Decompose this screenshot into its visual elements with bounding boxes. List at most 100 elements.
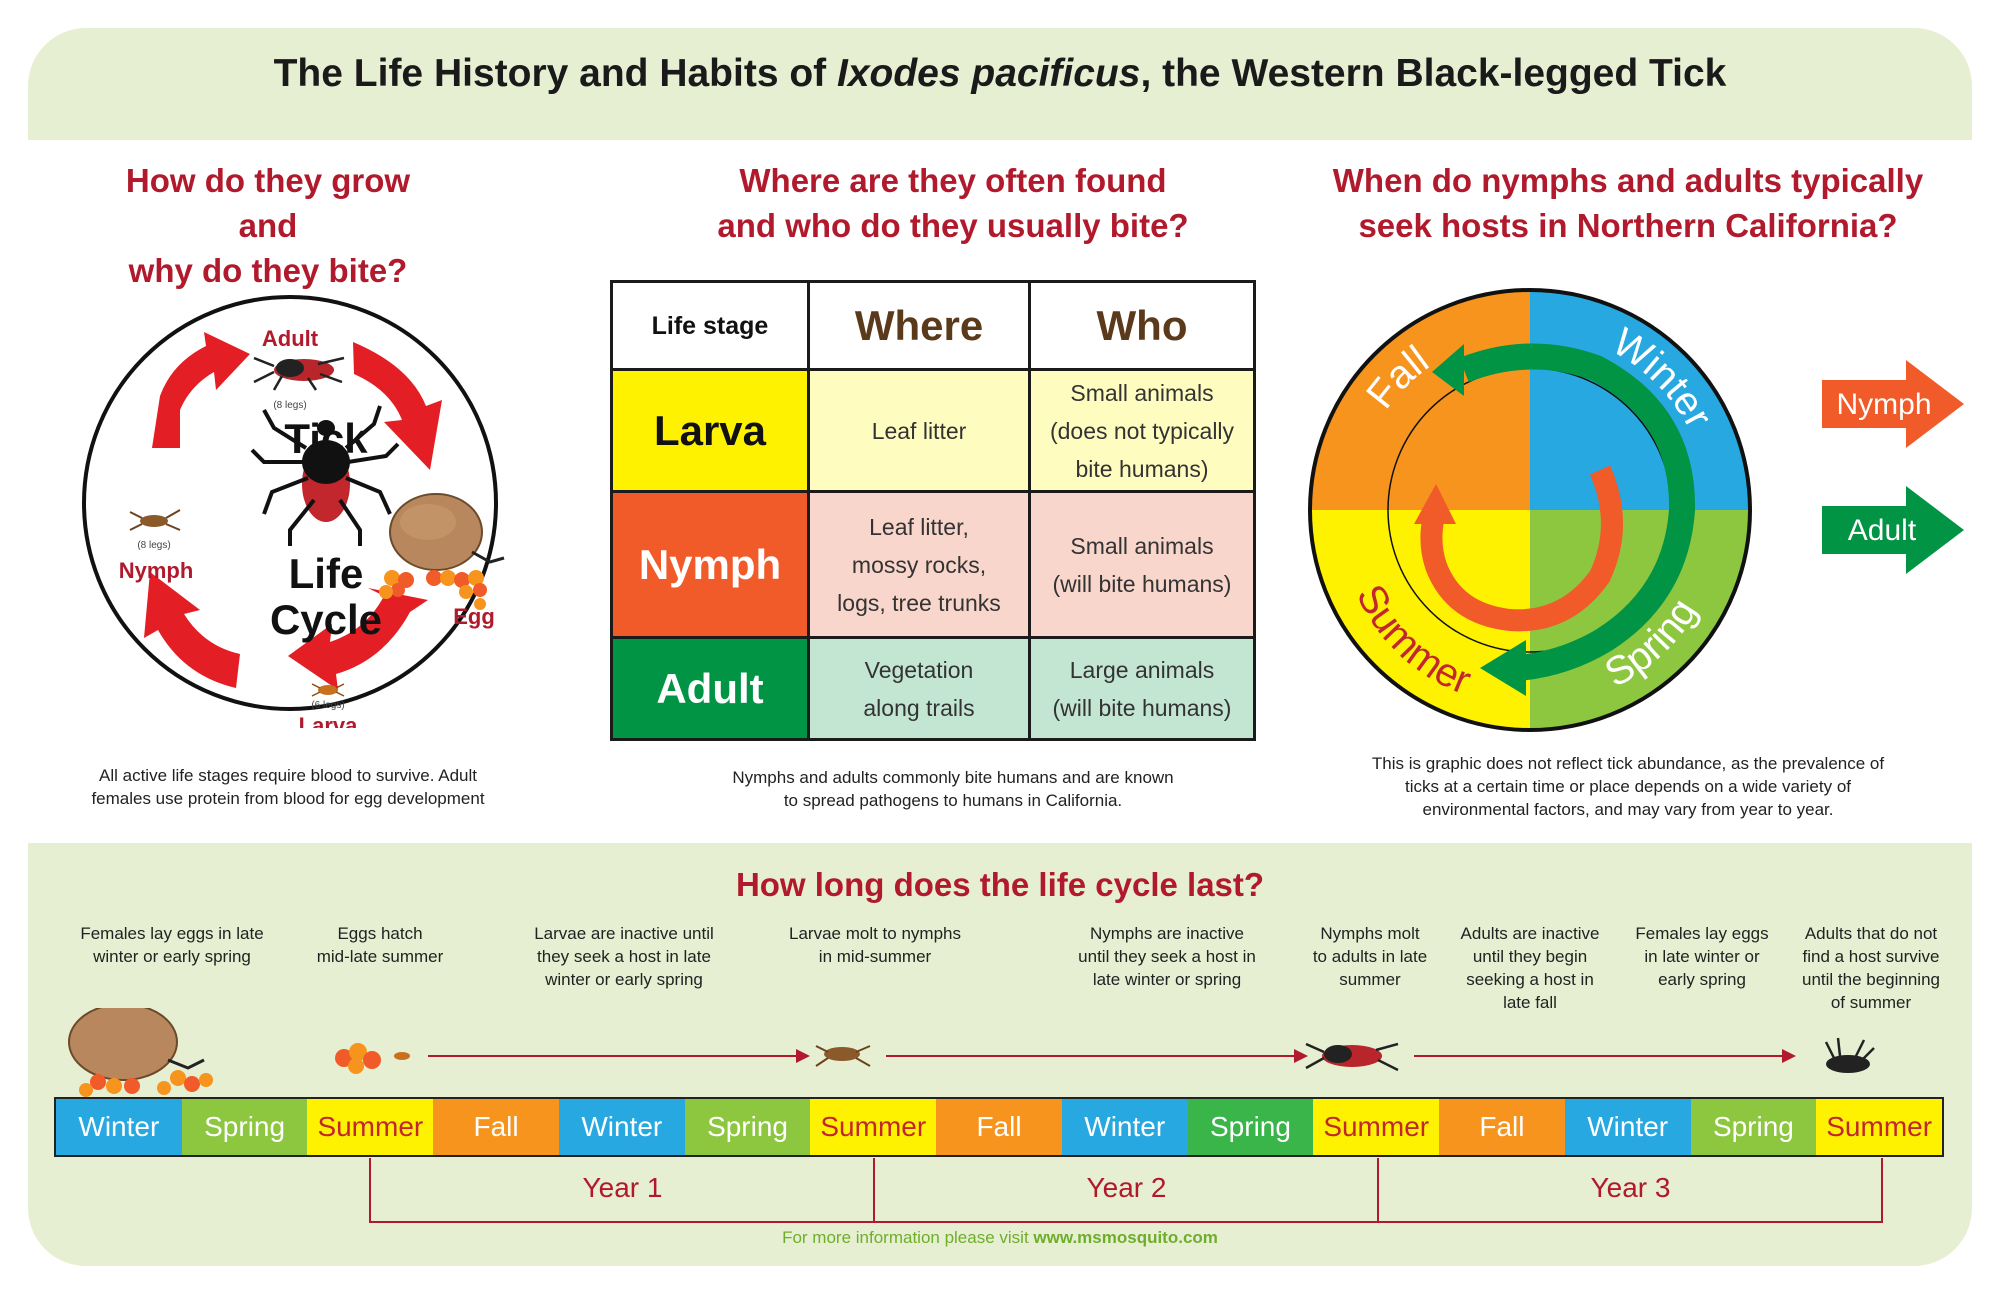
adult-legs-label: (8 legs): [273, 400, 306, 411]
cell-where-larva: Leaf litter: [807, 368, 1031, 493]
infographic-frame: The Life History and Habits of Ixodes pa…: [28, 28, 1972, 1266]
season-timeline-bar: Winter Spring Summer Fall Winter Spring …: [54, 1097, 1944, 1157]
life-cycle-diagram: Adult (8 legs) Tick Life Cycle (8 legs) …: [82, 295, 505, 728]
nymph-arc-head: [1414, 484, 1456, 524]
year-bracket-lines: [369, 1158, 1883, 1223]
nymph-season-arc: [1420, 465, 1623, 632]
nymph-icon: [815, 1045, 871, 1067]
timeline-event-2: Eggs hatch mid-late summer: [316, 924, 444, 966]
hatching-eggs-icon: [335, 1043, 410, 1074]
panel1-question: How do they grow and why do they bite?: [125, 162, 411, 289]
legend-adult-arrow: [1822, 486, 1964, 574]
timeline-season-2: Spring: [181, 1099, 308, 1155]
timeline-season-7: Summer: [810, 1099, 937, 1155]
timeline-season-15: Summer: [1816, 1099, 1943, 1155]
adult-arc-tail: [1432, 344, 1464, 396]
timeline-season-3: Summer: [307, 1099, 434, 1155]
table-row-larva: Larva Leaf litter Small animals (does not…: [610, 368, 1256, 493]
timeline-season-13: Winter: [1564, 1099, 1691, 1155]
nymph-tick-icon: [129, 509, 181, 531]
legend-nymph-label: Nymph: [1836, 388, 1931, 421]
timeline-arrowhead-2: [1294, 1049, 1308, 1063]
habitat-host-table: Life stage Where Who Larva Leaf litter S…: [610, 280, 1256, 741]
arrow-egg-to-larva: [288, 588, 428, 690]
footer-prefix: For more information please visit: [782, 1228, 1034, 1247]
dead-adult-icon: [1824, 1037, 1875, 1073]
title-prefix: The Life History and Habits of: [273, 52, 837, 95]
quadrant-fall: [1310, 290, 1530, 510]
timeline-event-6: Nymphs molt to adults in late summer: [1312, 924, 1428, 989]
year-label-2: Year 2: [1086, 1172, 1167, 1203]
cell-who-nymph: Small animals (will bite humans): [1028, 490, 1256, 639]
timeline-event-4: Larvae molt to nymphs in mid-summer: [789, 924, 961, 966]
footer-note: For more information please visit www.ms…: [28, 1228, 1972, 1248]
timeline-season-6: Spring: [684, 1099, 811, 1155]
egg-laying-female-icon: [68, 1008, 213, 1097]
header-who: Who: [1028, 280, 1256, 371]
stage-label-egg: Egg: [453, 604, 495, 629]
larva-tick-icon: [311, 683, 345, 697]
timeline-event-7: Adults are inactive until they begin seeki…: [1460, 924, 1600, 1012]
timeline-event-1: Females lay eggs in late winter or early …: [80, 924, 264, 966]
timeline-illustrations: [68, 1008, 1875, 1097]
timeline-season-8: Fall: [936, 1099, 1062, 1155]
panel3-question: When do nymphs and adults typically seek…: [1332, 162, 1924, 244]
center-label-cycle: Cycle: [270, 596, 382, 643]
legend-adult-label: Adult: [1848, 514, 1917, 547]
adult-tick-icon: [253, 356, 345, 391]
cell-who-larva: Small animals (does not typically bite hum…: [1028, 368, 1256, 493]
larva-legs-label: (6 legs): [311, 700, 344, 711]
header-life-stage: Life stage: [610, 280, 810, 371]
timeline-arrowhead-3: [1782, 1049, 1796, 1063]
table-row-nymph: Nymph Leaf litter, mossy rocks, logs, tree…: [610, 490, 1256, 639]
timeline-season-9: Winter: [1061, 1099, 1188, 1155]
panel1-caption: All active life stages require blood to …: [91, 766, 485, 808]
nymph-legs-label: (8 legs): [137, 540, 170, 551]
center-label-tick: Tick: [284, 415, 368, 462]
cell-stage-larva: Larva: [610, 368, 810, 493]
center-label-life: Life: [289, 550, 364, 597]
adult-arc-head: [1480, 640, 1526, 696]
timeline-event-8: Females lay eggs in late winter or early s…: [1635, 924, 1769, 989]
timeline-season-1: Winter: [56, 1099, 182, 1155]
arrow-larva-to-nymph: [144, 572, 240, 688]
timeline-question: How long does the life cycle last?: [735, 866, 1265, 903]
timeline-season-5: Winter: [558, 1099, 685, 1155]
timeline-event-5: Nymphs are inactive until they seek a hos…: [1078, 924, 1256, 989]
stage-label-nymph: Nymph: [119, 558, 194, 583]
cell-stage-adult: Adult: [610, 636, 810, 741]
timeline-season-4: Fall: [433, 1099, 559, 1155]
timeline-event-9: Adults that do not find a host survive unt…: [1801, 924, 1940, 1012]
legend-nymph-arrow: [1822, 360, 1964, 448]
cell-where-adult: Vegetation along trails: [807, 636, 1031, 741]
title-species: Ixodes pacificus: [837, 52, 1141, 95]
cell-where-nymph: Leaf litter, mossy rocks, logs, tree trunk…: [807, 490, 1031, 639]
title-suffix: , the Western Black-legged Tick: [1140, 52, 1727, 95]
arrow-adult-to-egg: [353, 342, 442, 470]
stage-label-larva: Larva: [299, 713, 358, 728]
center-tick-icon: [250, 405, 400, 546]
header-where: Where: [807, 280, 1031, 371]
timeline-season-12: Fall: [1439, 1099, 1565, 1155]
timeline-season-14: Spring: [1690, 1099, 1817, 1155]
panel2-caption: Nymphs and adults commonly bite humans a…: [732, 768, 1174, 810]
timeline-arrowhead-1: [796, 1049, 810, 1063]
timeline-season-10: Spring: [1187, 1099, 1314, 1155]
panel3-caption: This is graphic does not reflect tick ab…: [1371, 754, 1885, 819]
year-brackets: [369, 1158, 1883, 1223]
table-row-adult: Adult Vegetation along trails Large anima…: [610, 636, 1256, 741]
timeline-season-11: Summer: [1313, 1099, 1440, 1155]
year-label-1: Year 1: [582, 1172, 663, 1203]
egg-laying-tick-icon: [379, 493, 505, 610]
year-label-3: Year 3: [1590, 1172, 1671, 1203]
table-header-row: Life stage Where Who: [610, 280, 1256, 371]
stage-label-adult: Adult: [262, 326, 319, 351]
footer-link[interactable]: www.msmosquito.com: [1033, 1228, 1218, 1247]
adult-season-arc: [1459, 343, 1696, 681]
seasonal-activity-wheel: Fall Winter Summer Spring Nymph Adult: [1308, 288, 1964, 732]
wheel-outline: [1308, 288, 1752, 732]
page-title: The Life History and Habits of Ixodes pa…: [28, 52, 1972, 96]
timeline-event-3: Larvae are inactive until they seek a hos…: [534, 924, 714, 989]
panel2-question: Where are they often found and who do th…: [717, 162, 1189, 244]
cell-stage-nymph: Nymph: [610, 490, 810, 639]
